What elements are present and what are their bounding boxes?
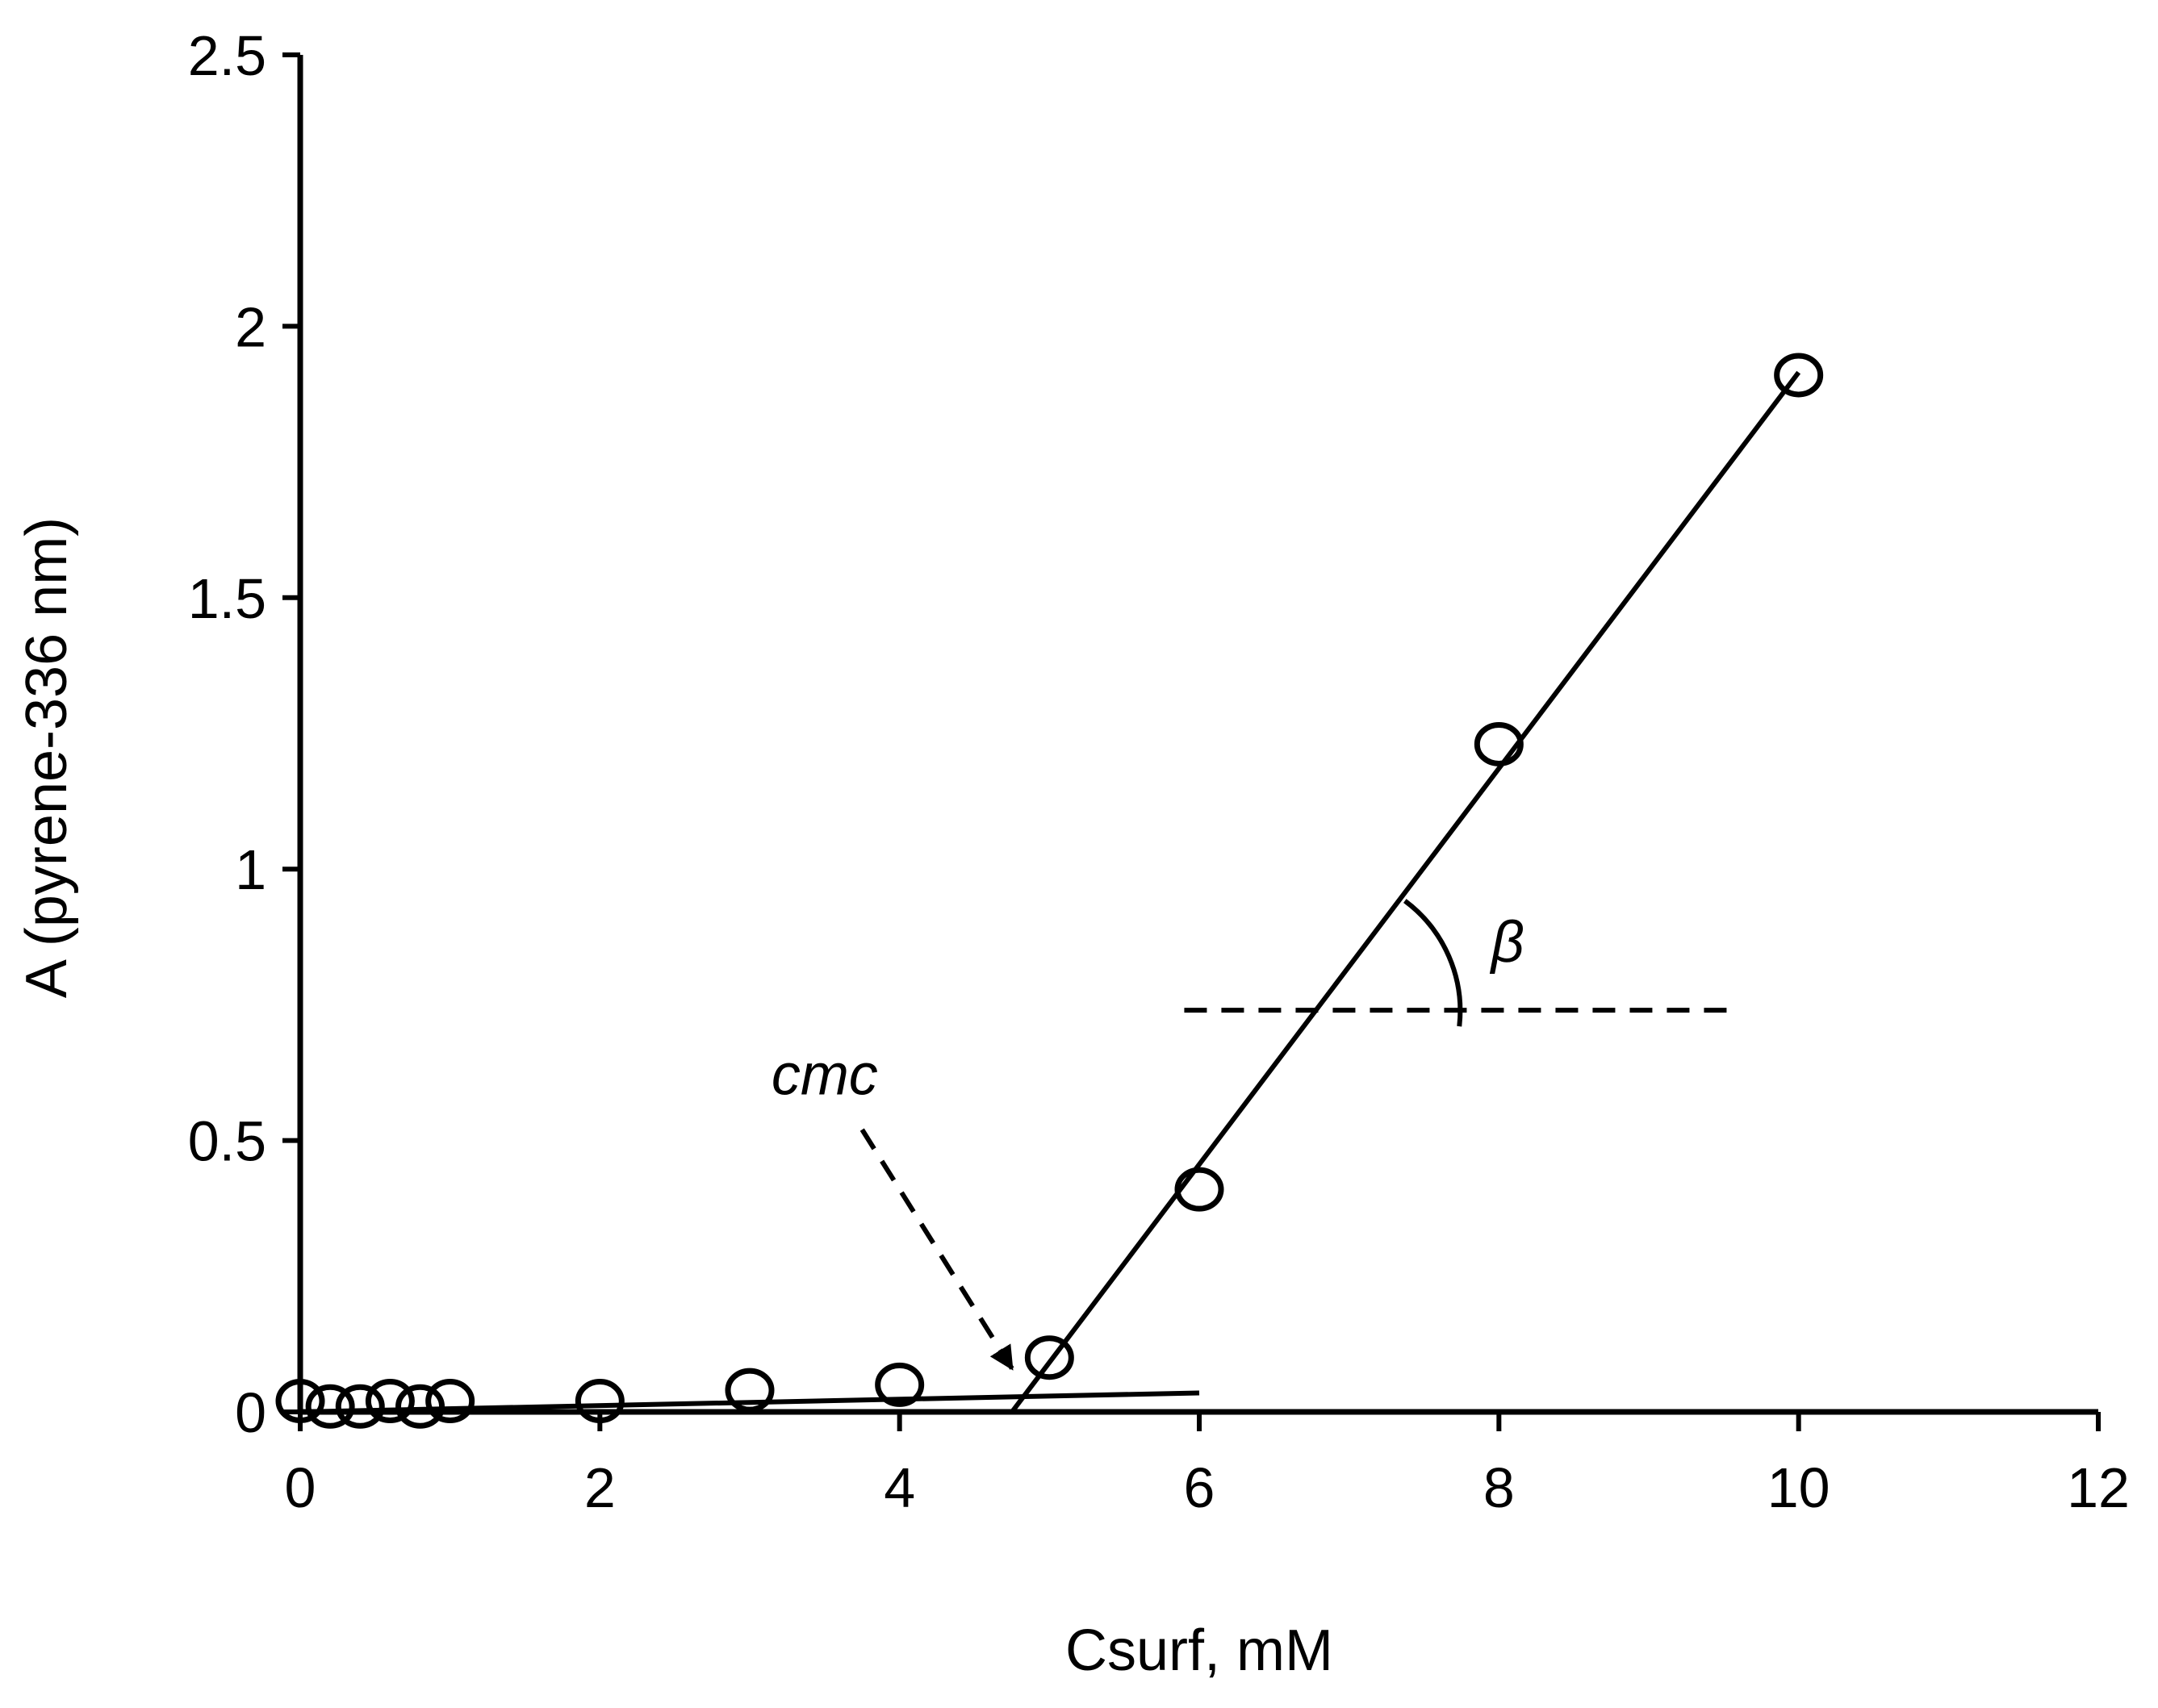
data-point — [1024, 1335, 1074, 1380]
x-tick-label: 2 — [584, 1456, 616, 1519]
data-point — [305, 1384, 355, 1429]
y-tick-label: 1 — [235, 838, 266, 901]
data-point — [1174, 1167, 1224, 1212]
data-point — [575, 1379, 625, 1424]
fit-line — [1010, 370, 1801, 1414]
y-tick-label: 0.5 — [188, 1110, 266, 1173]
cmc-arrow — [859, 1128, 1014, 1371]
data-point — [275, 1379, 325, 1424]
data-point — [725, 1368, 775, 1413]
angle-arc — [1403, 899, 1463, 1027]
data-point — [1474, 721, 1524, 766]
y-tick-label: 2.5 — [188, 24, 266, 87]
fit-line — [299, 1390, 1200, 1414]
y-tick-label: 1.5 — [188, 567, 266, 630]
x-tick-label: 12 — [2067, 1456, 2130, 1519]
x-axis-title: Csurf, mM — [1065, 1618, 1333, 1683]
y-tick-label: 2 — [235, 295, 266, 358]
data-point — [1774, 353, 1824, 398]
cmc-label: cmc — [772, 1042, 878, 1107]
x-tick-label: 0 — [285, 1456, 316, 1519]
x-tick-label: 10 — [1767, 1456, 1830, 1519]
data-point — [425, 1379, 475, 1424]
x-tick-label: 6 — [1184, 1456, 1215, 1519]
x-tick-label: 8 — [1483, 1456, 1515, 1519]
data-point — [365, 1379, 415, 1424]
data-point — [875, 1362, 925, 1407]
data-point — [395, 1384, 445, 1429]
y-tick-label: 0 — [235, 1381, 266, 1444]
x-tick-label: 4 — [884, 1456, 915, 1519]
data-point — [335, 1384, 385, 1429]
angle-beta-label: β — [1490, 910, 1524, 975]
y-axis-title: A (pyrene-336 nm) — [15, 517, 79, 998]
